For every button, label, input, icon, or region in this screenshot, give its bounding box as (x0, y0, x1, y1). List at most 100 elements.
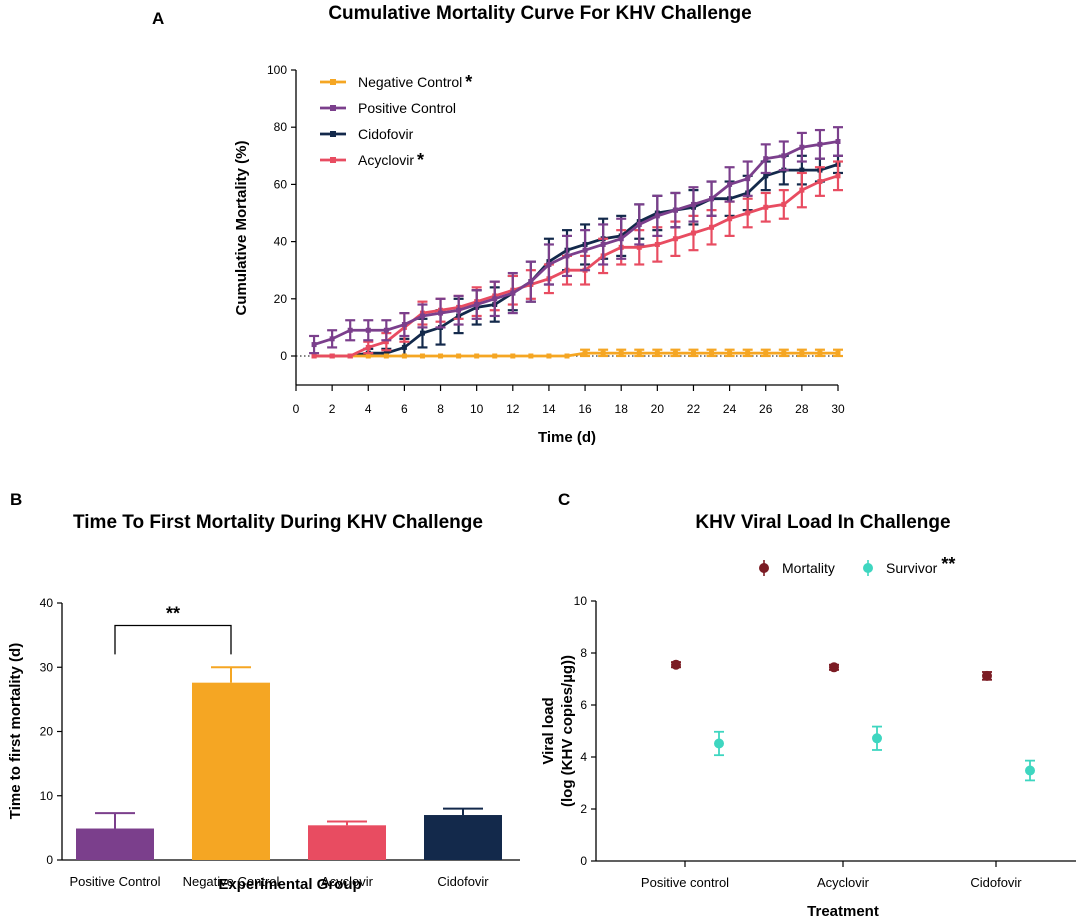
panel-a-data-point (456, 307, 462, 313)
panel-a-y-tick-label: 80 (274, 120, 288, 134)
panel-c-points (671, 659, 1035, 782)
panel-a-series-line (314, 163, 839, 358)
panel-a-legend-significance-marker: * (465, 72, 472, 92)
panel-a-legend-label: Acyclovir (358, 152, 414, 168)
panel-a-legend-swatch-marker (330, 131, 336, 137)
panel-a-x-tick-label: 18 (615, 402, 629, 416)
panel-a-x-tick-label: 0 (293, 402, 300, 416)
panel-b-significance-label: ** (166, 603, 180, 623)
panel-a-data-point (311, 342, 317, 348)
panel-c-data-point (829, 662, 839, 673)
panel-c: C KHV Viral Load In Challenge 0 2 4 6 8 10 Po… (540, 490, 1076, 920)
panel-a-series-line (313, 140, 839, 346)
panel-a-data-point (401, 322, 407, 328)
panel-a-data-point (763, 173, 769, 179)
panel-b-bar (308, 825, 386, 860)
panel-a-y-tick-label: 100 (267, 63, 287, 77)
panel-a-data-point (329, 336, 335, 342)
panel-a-x-tick-label: 20 (651, 402, 665, 416)
panel-a-data-point (510, 353, 516, 359)
panel-a: A Cumulative Mortality Curve For KHV Cha… (152, 3, 845, 446)
panel-c-category-label: Positive control (641, 875, 729, 890)
panel-b-y-tick-label: 40 (40, 596, 54, 610)
panel-c-data-point (671, 659, 681, 670)
panel-a-data-point (763, 350, 769, 356)
panel-b-y-tick-label: 10 (40, 789, 54, 803)
panel-b-bar (76, 828, 154, 860)
panel-a-data-point (763, 204, 769, 210)
panel-b-category-label: Acyclovir (321, 874, 374, 889)
panel-a-data-point (654, 241, 660, 247)
panel-a-x-tick-label: 24 (723, 402, 737, 416)
panel-b-category-label: Positive Control (69, 874, 160, 889)
panel-a-series-line (314, 174, 839, 358)
panel-c-legend: Mortality Survivor ** (759, 554, 955, 576)
panel-a-legend: Negative Control *Positive ControlCidofov… (320, 72, 472, 170)
panel-b-bar (424, 815, 502, 860)
panel-a-letter: A (152, 9, 164, 28)
panel-c-legend-label: Mortality (782, 560, 835, 576)
panel-c-y-tick-label: 0 (580, 854, 587, 868)
panel-a-x-tick-label: 26 (759, 402, 773, 416)
panel-a-data-point (817, 350, 823, 356)
panel-a-data-point (618, 350, 624, 356)
panel-a-data-point (528, 353, 534, 359)
panel-a-data-point (781, 201, 787, 207)
panel-a-series (309, 126, 843, 359)
panel-a-data-point (419, 330, 425, 336)
panel-a-data-point (582, 247, 588, 253)
panel-c-y-tick-label: 6 (580, 698, 587, 712)
panel-c-category-label: Cidofovir (970, 875, 1022, 890)
panel-a-data-point (781, 153, 787, 159)
panel-a-data-point (600, 350, 606, 356)
panel-c-data-point (714, 738, 724, 749)
panel-a-data-point (365, 353, 371, 359)
panel-a-data-point (564, 253, 570, 259)
panel-a-legend-swatch-marker (330, 105, 336, 111)
panel-b-x-label: Experimental Group (218, 876, 361, 893)
panel-a-x-tick-label: 30 (831, 402, 845, 416)
panel-a-data-point (600, 241, 606, 247)
panel-a-y-tick-label: 0 (280, 349, 287, 363)
panel-c-y-label-line1: Viral load (540, 697, 557, 764)
panel-c-letter: C (558, 490, 570, 509)
panel-a-legend-swatch-marker (330, 79, 336, 85)
panel-b-letter: B (10, 490, 22, 509)
panel-a-data-point (654, 350, 660, 356)
panel-a-data-point (419, 313, 425, 319)
panel-a-series-positive-control (309, 126, 843, 355)
panel-a-x-label: Time (d) (538, 429, 596, 446)
panel-a-data-point (690, 201, 696, 207)
panel-a-series-negative-control (311, 348, 843, 359)
panel-a-data-point (546, 261, 552, 267)
panel-a-legend-label: Positive Control (358, 100, 456, 116)
panel-a-data-point (745, 176, 751, 182)
panel-a-data-point (709, 224, 715, 230)
panel-a-data-point (636, 221, 642, 227)
panel-a-data-point (474, 302, 480, 308)
panel-a-x-tick-label: 10 (470, 402, 484, 416)
panel-a-data-point (365, 344, 371, 350)
panel-a-data-point (817, 179, 823, 185)
panel-a-x-tick-label: 4 (365, 402, 372, 416)
panel-c-title: KHV Viral Load In Challenge (695, 512, 950, 533)
panel-a-data-point (365, 327, 371, 333)
panel-c-y-tick-label: 10 (574, 594, 588, 608)
panel-a-data-point (690, 230, 696, 236)
panel-b-significance-bracket: ** (114, 603, 232, 655)
panel-a-data-point (401, 344, 407, 350)
panel-a-data-point (383, 353, 389, 359)
panel-a-data-point (311, 353, 317, 359)
panel-a-data-point (781, 350, 787, 356)
panel-a-data-point (492, 353, 498, 359)
panel-a-data-point (347, 353, 353, 359)
panel-a-data-point (835, 173, 841, 179)
panel-c-legend-significance-marker: ** (941, 554, 955, 574)
panel-a-legend-significance-marker: * (417, 150, 424, 170)
panel-a-data-point (763, 156, 769, 162)
panel-a-data-point (727, 181, 733, 187)
panel-a-data-point (510, 290, 516, 296)
panel-b: B Time To First Mortality During KHV Cha… (7, 490, 520, 893)
panel-b-y-tick-label: 0 (46, 853, 53, 867)
panel-a-series-line (314, 351, 838, 358)
